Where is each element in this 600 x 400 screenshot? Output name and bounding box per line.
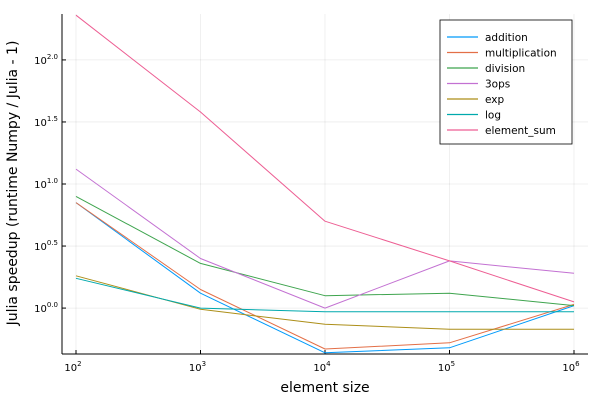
x-tick-label: 103 — [189, 360, 206, 374]
y-axis-label: Julia speedup (runtime Numpy / Julia - 1… — [5, 41, 21, 327]
x-tick-label: 106 — [562, 360, 580, 374]
series-line-addition — [75, 202, 575, 354]
y-tick-label: 100.0 — [34, 301, 58, 315]
legend: addition multiplication division 3ops exp log… — [439, 19, 573, 145]
legend-label: multiplication — [485, 48, 557, 60]
x-tick-label: 104 — [313, 360, 331, 374]
series-line-log — [75, 277, 574, 313]
legend-label: element_sum — [485, 125, 556, 137]
x-axis-label: element size — [280, 380, 369, 396]
series-lines — [75, 14, 575, 354]
y-tick-label: 101.5 — [34, 115, 58, 129]
tick-labels: 102 103 104 105 106 100.0 100.5 101.0 101.5 102.0 — [34, 53, 580, 374]
y-tick-label: 100.5 — [34, 239, 58, 253]
legend-box — [439, 19, 573, 145]
series-line-3ops — [75, 168, 575, 309]
legend-label: addition — [485, 32, 528, 44]
x-tick-label: 105 — [438, 360, 455, 374]
legend-label: 3ops — [485, 79, 510, 91]
series-line-element-sum — [75, 14, 575, 303]
legend-label: division — [485, 63, 525, 75]
legend-label: log — [485, 110, 501, 122]
series-line-multiplication — [75, 202, 575, 350]
y-tick-label: 101.0 — [34, 177, 58, 191]
legend-label: exp — [485, 94, 504, 106]
axes — [61, 14, 588, 355]
grid — [62, 14, 588, 354]
series-line-division — [75, 195, 575, 307]
y-tick-label: 102.0 — [34, 53, 58, 67]
x-tick-label: 102 — [64, 360, 81, 374]
